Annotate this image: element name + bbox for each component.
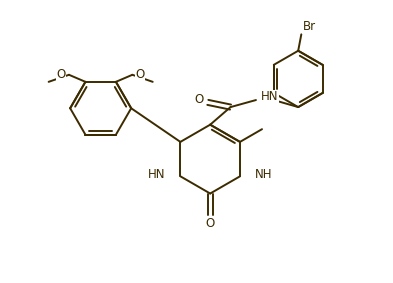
Text: O: O	[195, 93, 204, 106]
Text: HN: HN	[148, 168, 165, 181]
Text: HN: HN	[261, 90, 278, 103]
Text: O: O	[206, 217, 215, 230]
Text: Br: Br	[303, 20, 316, 33]
Text: O: O	[136, 68, 145, 80]
Text: NH: NH	[255, 168, 272, 181]
Text: O: O	[57, 68, 66, 80]
